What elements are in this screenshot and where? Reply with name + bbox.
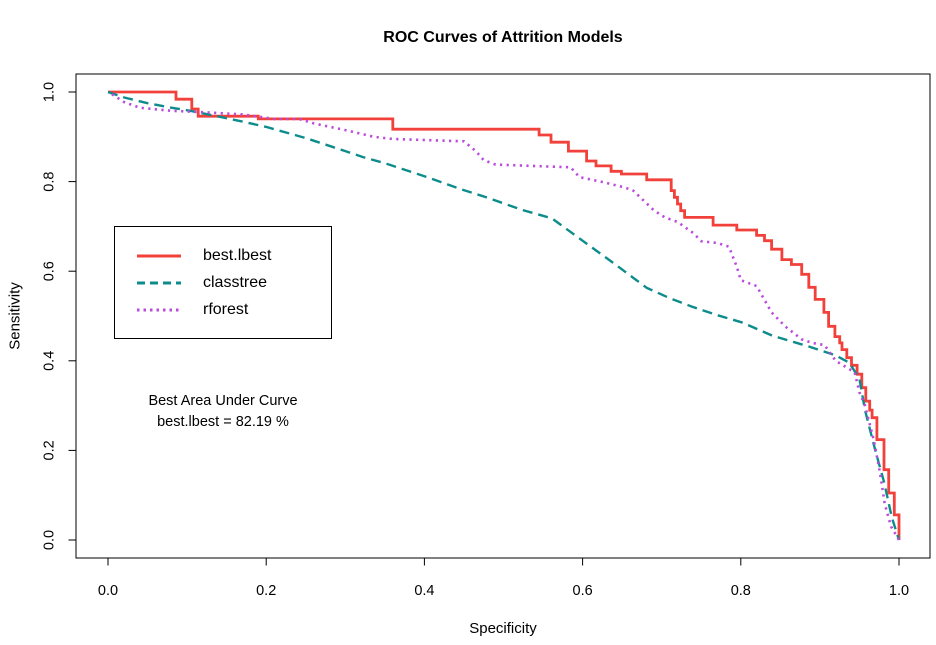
- legend-box: best.lbest classtree rforest: [114, 226, 332, 339]
- y-tick-label: 0.8: [42, 172, 58, 192]
- legend-label-best-lbest: best.lbest: [203, 246, 272, 264]
- y-tick-label: 0.0: [42, 530, 58, 550]
- x-tick-label: 0.2: [256, 583, 276, 599]
- legend-line-dotted-icon: [137, 308, 181, 311]
- x-tick-label: 1.0: [889, 583, 909, 599]
- legend-item-classtree: classtree: [136, 274, 331, 292]
- auc-annotation-line1: Best Area Under Curve: [148, 393, 298, 409]
- x-tick-label: 0.0: [98, 583, 118, 599]
- legend-item-rforest: rforest: [136, 301, 331, 319]
- legend-item-best-lbest: best.lbest: [136, 247, 331, 265]
- legend-label-classtree: classtree: [203, 273, 268, 291]
- legend-line-dashed-icon: [137, 281, 181, 284]
- plot-frame: [75, 73, 931, 559]
- y-tick-label: 0.4: [42, 351, 58, 371]
- series-curve-classtree: [107, 90, 901, 541]
- legend-line-solid-icon: [137, 254, 181, 257]
- y-tick-label: 0.2: [42, 440, 58, 460]
- x-tick-label: 0.6: [573, 583, 593, 599]
- chart-title: ROC Curves of Attrition Models: [383, 29, 623, 46]
- auc-annotation: Best Area Under Curve best.lbest = 82.19…: [148, 391, 297, 433]
- legend-label-rforest: rforest: [203, 300, 249, 318]
- x-tick-label: 0.4: [414, 583, 434, 599]
- x-axis-title: Specificity: [469, 620, 537, 637]
- x-tick-label: 0.8: [731, 583, 751, 599]
- auc-annotation-line2: best.lbest = 82.19 %: [157, 414, 289, 430]
- y-axis-title: Sensitivity: [6, 282, 24, 350]
- y-tick-label: 0.6: [42, 261, 58, 281]
- y-tick-label: 1.0: [42, 82, 58, 102]
